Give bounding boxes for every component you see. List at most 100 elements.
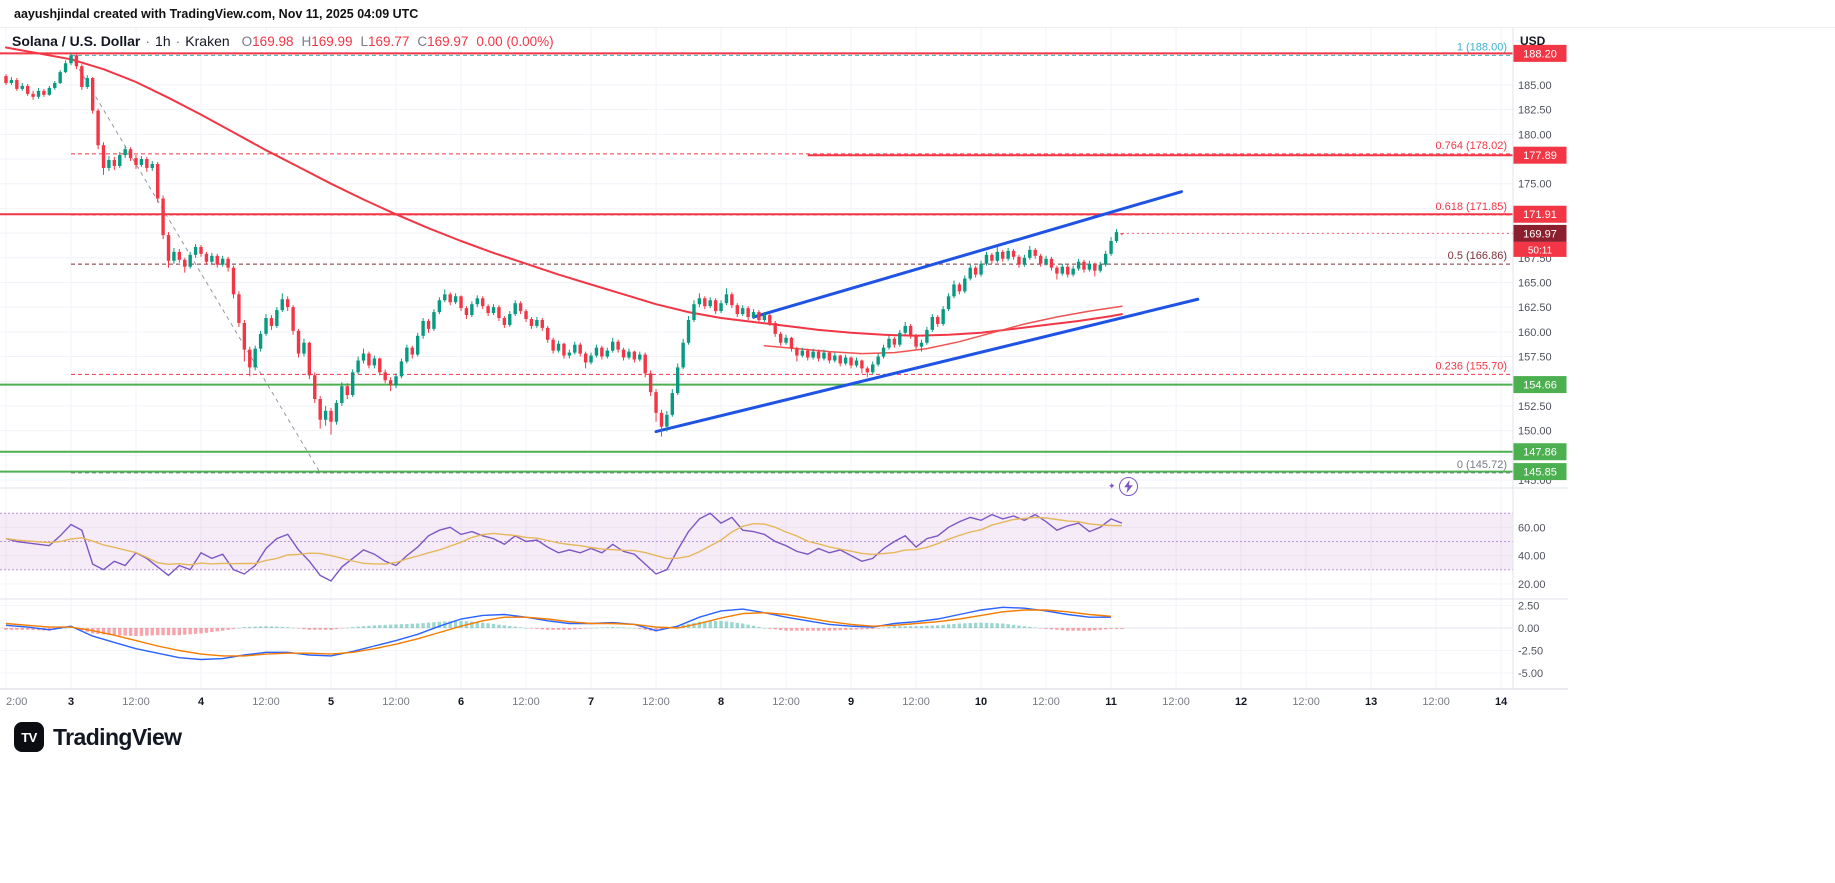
currency-label: USD (1520, 34, 1546, 48)
svg-text:160.00: 160.00 (1518, 327, 1552, 339)
svg-text:-2.50: -2.50 (1518, 646, 1543, 658)
attribution-text: aayushjindal created with TradingView.co… (14, 6, 419, 21)
close-value: 169.97 (427, 34, 469, 49)
sparkle-icon: ✦ (1108, 481, 1116, 491)
svg-text:188.20: 188.20 (1523, 48, 1557, 60)
svg-text:5: 5 (328, 696, 334, 708)
svg-text:0.00: 0.00 (1518, 623, 1539, 635)
trendline-drawings[interactable] (654, 190, 1200, 434)
ohlc-values: O169.98 H169.99 L169.77 C169.97 0.00 (0.… (242, 34, 554, 49)
fibonacci-retracement[interactable]: 1 (188.00) 0.764 (178.02) 0.618 (171.85) 0.… (70, 41, 1513, 474)
svg-text:2.50: 2.50 (1518, 601, 1539, 613)
tradingview-logo[interactable]: TV TradingView (14, 722, 182, 752)
low-label: L (360, 34, 369, 49)
svg-text:0.5 (166.86): 0.5 (166.86) (1448, 250, 1507, 262)
svg-text:14: 14 (1495, 696, 1508, 708)
pane-separators (0, 28, 1568, 690)
svg-text:12:00: 12:00 (1032, 696, 1060, 708)
svg-text:12:00: 12:00 (642, 696, 670, 708)
chart-grid (0, 28, 1513, 689)
svg-text:0.764 (178.02): 0.764 (178.02) (1435, 140, 1507, 152)
svg-text:8: 8 (718, 696, 724, 708)
svg-text:11: 11 (1105, 696, 1117, 708)
macd-pane (0, 606, 1513, 661)
svg-text:3: 3 (68, 696, 74, 708)
macd-line (5, 606, 1112, 661)
svg-text:177.89: 177.89 (1523, 150, 1557, 162)
svg-text:182.50: 182.50 (1518, 105, 1552, 117)
svg-text:2:00: 2:00 (6, 696, 27, 708)
svg-text:1 (188.00): 1 (188.00) (1457, 41, 1507, 53)
open-label: O (241, 34, 253, 49)
svg-text:12:00: 12:00 (122, 696, 150, 708)
svg-text:157.50: 157.50 (1518, 352, 1552, 364)
high-value: 169.99 (311, 34, 353, 49)
svg-text:12:00: 12:00 (1422, 696, 1450, 708)
lightning-icon[interactable] (1118, 477, 1138, 496)
symbol-interval: 1h (155, 33, 171, 49)
low-value: 169.77 (368, 34, 410, 49)
svg-text:60.00: 60.00 (1518, 522, 1546, 534)
macd-signal-line (5, 609, 1112, 657)
rsi-pane (0, 512, 1513, 582)
svg-text:185.00: 185.00 (1518, 80, 1552, 92)
svg-text:0.618 (171.85): 0.618 (171.85) (1435, 201, 1507, 213)
time-axis[interactable]: 2:00 3 12:00 4 12:00 5 12:00 6 12:00 7 12:00 8 12:00… (6, 696, 1508, 708)
svg-text:12:00: 12:00 (382, 696, 410, 708)
change-value: 0.00 (0.00%) (476, 34, 554, 49)
chart-canvas[interactable]: 1 (188.00) 0.764 (178.02) 0.618 (171.85) 0.… (0, 28, 1568, 758)
rsi-line (5, 512, 1123, 582)
tradingview-wordmark: TradingView (53, 723, 182, 750)
svg-text:162.50: 162.50 (1518, 302, 1552, 314)
svg-text:7: 7 (588, 696, 594, 708)
svg-text:12:00: 12:00 (902, 696, 930, 708)
svg-text:12:00: 12:00 (512, 696, 540, 708)
legend-separator: · (145, 33, 151, 49)
price-axis-badges: 188.20 177.89 171.91 154.66 147.86 145.85 169.… (1513, 44, 1567, 481)
svg-text:0 (145.72): 0 (145.72) (1457, 459, 1507, 471)
svg-text:4: 4 (198, 696, 205, 708)
symbol-exchange: Kraken (185, 33, 230, 49)
svg-text:50:11: 50:11 (1528, 245, 1553, 256)
svg-text:6: 6 (458, 696, 464, 708)
attribution-bar: aayushjindal created with TradingView.co… (0, 0, 1835, 28)
horizontal-line-drawings[interactable] (0, 52, 1513, 473)
svg-text:12:00: 12:00 (252, 696, 280, 708)
svg-text:13: 13 (1365, 696, 1377, 708)
tradingview-logo-icon: TV (14, 722, 44, 752)
svg-text:12:00: 12:00 (1162, 696, 1190, 708)
svg-text:171.91: 171.91 (1523, 209, 1557, 221)
rsi-ma-line (5, 516, 1122, 566)
svg-text:12: 12 (1235, 696, 1247, 708)
svg-text:145.85: 145.85 (1523, 467, 1557, 479)
svg-text:165.00: 165.00 (1518, 277, 1552, 289)
legend-separator: · (175, 33, 181, 49)
svg-text:180.00: 180.00 (1518, 129, 1552, 141)
svg-text:147.86: 147.86 (1523, 447, 1557, 459)
channel-upper (752, 190, 1183, 319)
svg-text:152.50: 152.50 (1518, 401, 1552, 413)
symbol-legend[interactable]: Solana / U.S. Dollar · 1h · Kraken O169.… (12, 33, 554, 49)
svg-text:10: 10 (975, 696, 987, 708)
svg-text:20.00: 20.00 (1518, 579, 1546, 591)
svg-text:150.00: 150.00 (1518, 426, 1552, 438)
svg-text:40.00: 40.00 (1518, 551, 1546, 563)
svg-text:9: 9 (848, 696, 854, 708)
svg-text:12:00: 12:00 (1292, 696, 1320, 708)
high-label: H (301, 34, 312, 49)
moving-averages (5, 46, 1123, 355)
svg-text:169.97: 169.97 (1523, 228, 1557, 240)
chart-svg[interactable]: 1 (188.00) 0.764 (178.02) 0.618 (171.85) 0.… (0, 28, 1568, 718)
quick-trade-widget[interactable]: ✦ (1108, 477, 1138, 496)
svg-text:-5.00: -5.00 (1518, 668, 1543, 680)
svg-text:175.00: 175.00 (1518, 179, 1552, 191)
symbol-title[interactable]: Solana / U.S. Dollar (12, 33, 141, 49)
channel-lower (654, 297, 1200, 434)
open-value: 169.98 (252, 34, 294, 49)
svg-text:0.236 (155.70): 0.236 (155.70) (1435, 360, 1507, 372)
close-label: C (417, 34, 428, 49)
svg-text:12:00: 12:00 (772, 696, 800, 708)
svg-text:154.66: 154.66 (1523, 380, 1557, 392)
candles (4, 53, 1124, 437)
